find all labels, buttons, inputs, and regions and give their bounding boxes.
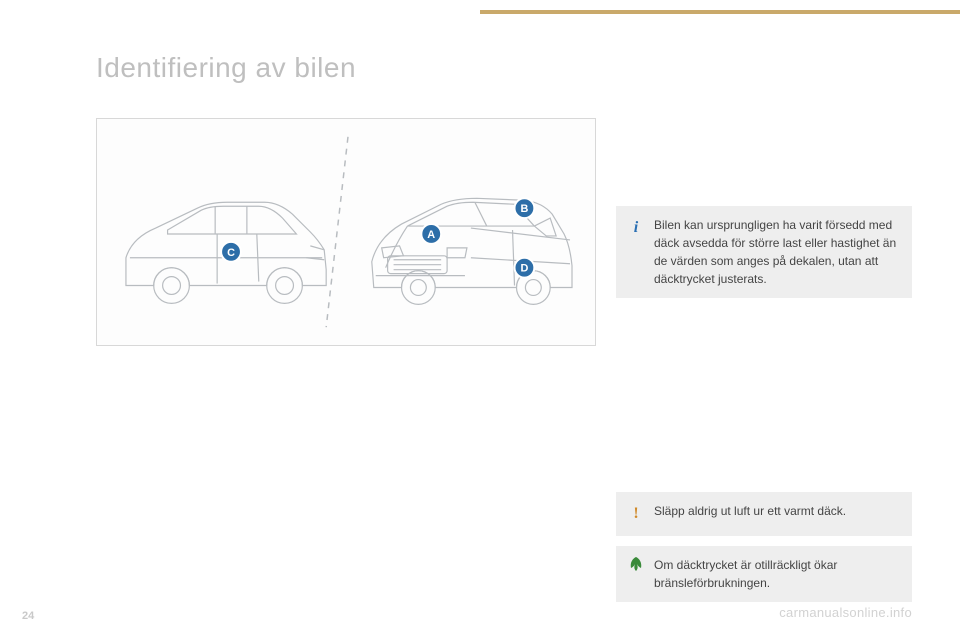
watermark: carmanualsonline.info	[779, 605, 912, 620]
vehicle-diagram: C A B D	[96, 118, 596, 346]
info-icon: i	[628, 216, 644, 288]
badge-b: B	[515, 198, 535, 218]
leaf-icon	[628, 556, 644, 592]
svg-text:A: A	[427, 229, 435, 241]
warning-text: Släpp aldrig ut luft ur ett varmt däck.	[654, 502, 846, 526]
page-title: Identifiering av bilen	[96, 52, 356, 84]
vehicle-diagram-svg: C A B D	[97, 119, 595, 345]
badge-d: D	[515, 258, 535, 278]
divider-line	[326, 137, 348, 327]
page-number: 24	[22, 610, 34, 622]
eco-callout: Om däcktrycket är otillräckligt ökar brä…	[616, 546, 912, 602]
callouts-column: i Bilen kan ursprungligen ha varit förse…	[616, 206, 912, 602]
badge-c: C	[221, 242, 241, 262]
warning-icon: !	[628, 502, 644, 526]
car-right	[372, 198, 572, 304]
warning-callout: ! Släpp aldrig ut luft ur ett varmt däck…	[616, 492, 912, 536]
info-text: Bilen kan ursprungligen ha varit försedd…	[654, 216, 900, 288]
header-accent-bar	[480, 10, 960, 14]
svg-text:D: D	[520, 263, 528, 275]
eco-text: Om däcktrycket är otillräckligt ökar brä…	[654, 556, 900, 592]
svg-text:C: C	[227, 247, 235, 259]
info-callout: i Bilen kan ursprungligen ha varit förse…	[616, 206, 912, 298]
badge-a: A	[421, 224, 441, 244]
svg-text:B: B	[520, 203, 528, 215]
